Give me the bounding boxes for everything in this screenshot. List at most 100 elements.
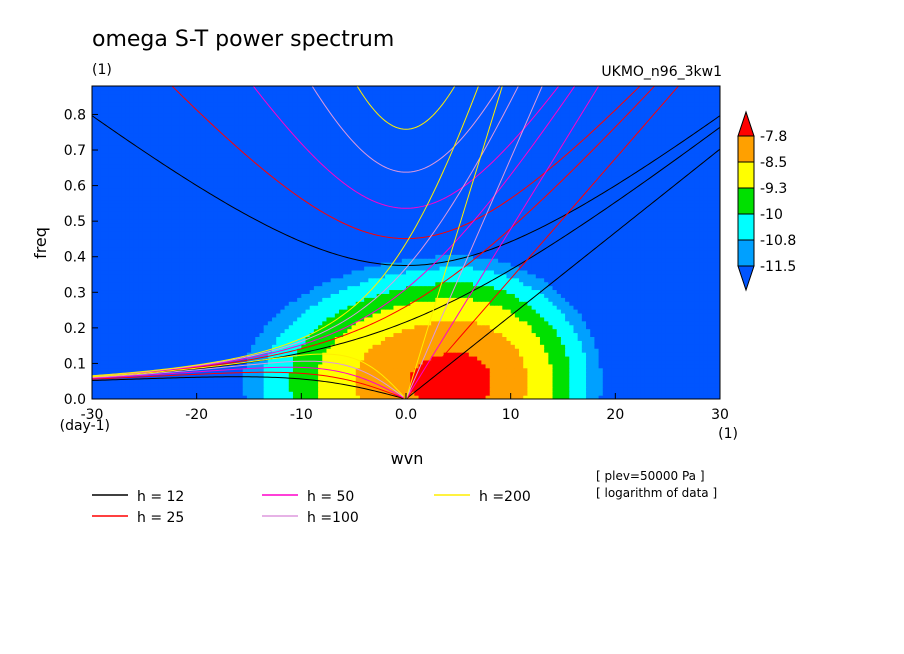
field-cell: [460, 344, 466, 349]
field-cell: [330, 273, 336, 279]
field-cell: [548, 293, 554, 298]
field-cell: [586, 320, 591, 326]
field-cell: [104, 285, 110, 291]
field-cell: [510, 391, 516, 396]
field-cell: [460, 391, 466, 396]
field-cell: [100, 320, 106, 326]
field-cell: [477, 301, 482, 306]
field-cell: [117, 379, 122, 384]
field-cell: [594, 391, 600, 396]
field-cell: [690, 309, 696, 314]
field-cell: [272, 320, 277, 326]
field-cell: [506, 297, 512, 302]
field-cell: [581, 320, 587, 326]
field-cell: [569, 281, 575, 287]
field-cell: [519, 289, 524, 294]
field-cell: [690, 320, 696, 326]
field-cell: [326, 316, 332, 322]
field-cell: [523, 355, 529, 361]
field-cell: [297, 395, 302, 399]
field-cell: [519, 273, 524, 279]
field-cell: [694, 395, 700, 399]
field-cell: [590, 371, 595, 377]
field-cell: [481, 375, 487, 381]
field-cell: [422, 375, 428, 381]
field-cell: [653, 269, 658, 275]
field-cell: [238, 340, 244, 345]
field-cell: [339, 269, 344, 275]
field-cell: [284, 324, 290, 330]
field-cell: [368, 324, 374, 330]
field-cell: [351, 293, 357, 298]
field-cell: [514, 316, 520, 322]
field-cell: [154, 281, 160, 287]
field-cell: [435, 316, 441, 322]
field-cell: [565, 391, 570, 396]
field-cell: [636, 324, 642, 330]
field-cell: [431, 297, 436, 302]
field-cell: [472, 379, 478, 384]
field-cell: [493, 371, 499, 377]
field-cell: [560, 269, 566, 275]
field-cell: [694, 316, 700, 322]
field-cell: [481, 281, 487, 287]
field-cell: [313, 367, 319, 373]
field-cell: [246, 363, 252, 369]
field-cell: [301, 316, 307, 322]
field-cell: [606, 269, 612, 275]
field-cell: [519, 371, 524, 377]
field-cell: [334, 340, 340, 345]
field-cell: [121, 344, 127, 349]
field-cell: [184, 265, 189, 271]
field-cell: [309, 340, 315, 345]
field-cell: [276, 297, 281, 302]
field-cell: [611, 383, 616, 388]
field-cell: [632, 277, 637, 283]
field-cell: [380, 305, 386, 310]
field-cell: [715, 305, 720, 310]
field-cell: [297, 383, 302, 388]
field-cell: [452, 332, 457, 337]
field-cell: [322, 336, 328, 341]
field-cell: [506, 285, 512, 291]
field-cell: [422, 379, 428, 384]
field-cell: [322, 309, 328, 314]
field-cell: [397, 375, 403, 381]
field-cell: [594, 375, 600, 381]
field-cell: [318, 273, 323, 279]
field-cell: [385, 363, 390, 369]
field-cell: [439, 301, 445, 306]
field-cell: [288, 316, 294, 322]
field-cell: [322, 305, 328, 310]
field-cell: [330, 328, 336, 334]
field-cell: [267, 336, 273, 341]
field-cell: [343, 387, 348, 392]
field-cell: [117, 391, 122, 396]
field-cell: [414, 332, 420, 337]
field-cell: [125, 281, 131, 287]
field-cell: [359, 371, 365, 377]
field-cell: [92, 285, 97, 291]
field-cell: [414, 355, 420, 361]
field-cell: [577, 273, 583, 279]
field-cell: [514, 344, 520, 349]
field-cell: [523, 324, 529, 330]
field-cell: [129, 316, 135, 322]
field-cell: [104, 352, 110, 357]
field-cell: [284, 328, 290, 334]
field-cell: [251, 293, 256, 298]
field-cell: [138, 375, 143, 381]
field-cell: [477, 320, 482, 326]
field-cell: [347, 359, 353, 365]
field-cell: [213, 355, 219, 361]
field-cell: [669, 340, 675, 345]
field-cell: [368, 277, 374, 283]
field-cell: [615, 355, 621, 361]
field-cell: [163, 395, 168, 399]
field-cell: [372, 379, 378, 384]
field-cell: [489, 332, 495, 337]
field-cell: [213, 312, 219, 318]
field-cell: [560, 391, 566, 396]
field-cell: [234, 348, 240, 353]
field-cell: [393, 297, 399, 302]
